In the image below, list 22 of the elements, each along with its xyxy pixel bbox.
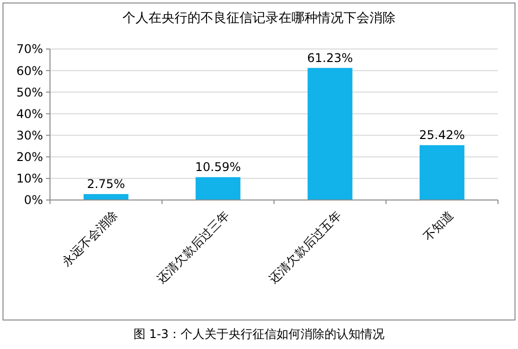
y-tick-label: 70% bbox=[16, 42, 43, 56]
y-tick-label: 20% bbox=[16, 150, 43, 164]
y-tick-label: 0% bbox=[24, 193, 43, 208]
y-tick-label: 60% bbox=[16, 64, 43, 78]
data-label: 25.42% bbox=[419, 128, 465, 142]
data-label: 10.59% bbox=[195, 160, 241, 174]
y-tick-label: 40% bbox=[16, 106, 43, 121]
data-label: 2.75% bbox=[86, 177, 126, 192]
bar bbox=[84, 194, 128, 200]
data-label: 61.23% bbox=[307, 50, 353, 65]
y-tick-label: 50% bbox=[16, 85, 43, 100]
y-tick-label: 30% bbox=[16, 128, 43, 142]
x-tick-label: 永远不会消除 bbox=[59, 208, 120, 269]
x-tick-label: 不知道 bbox=[420, 208, 456, 244]
x-tick-label: 还清欠款后过五年 bbox=[266, 208, 344, 286]
bar bbox=[308, 68, 352, 200]
caption: 图 1-3：个人关于央行征信如何消除的认知情况 bbox=[133, 327, 385, 341]
bar bbox=[420, 145, 464, 200]
y-tick-label: 10% bbox=[16, 172, 43, 186]
x-tick-label: 还清欠款后过三年 bbox=[154, 208, 232, 286]
bar bbox=[196, 177, 240, 200]
chart-title: 个人在央行的不良征信记录在哪种情况下会消除 bbox=[122, 11, 396, 26]
